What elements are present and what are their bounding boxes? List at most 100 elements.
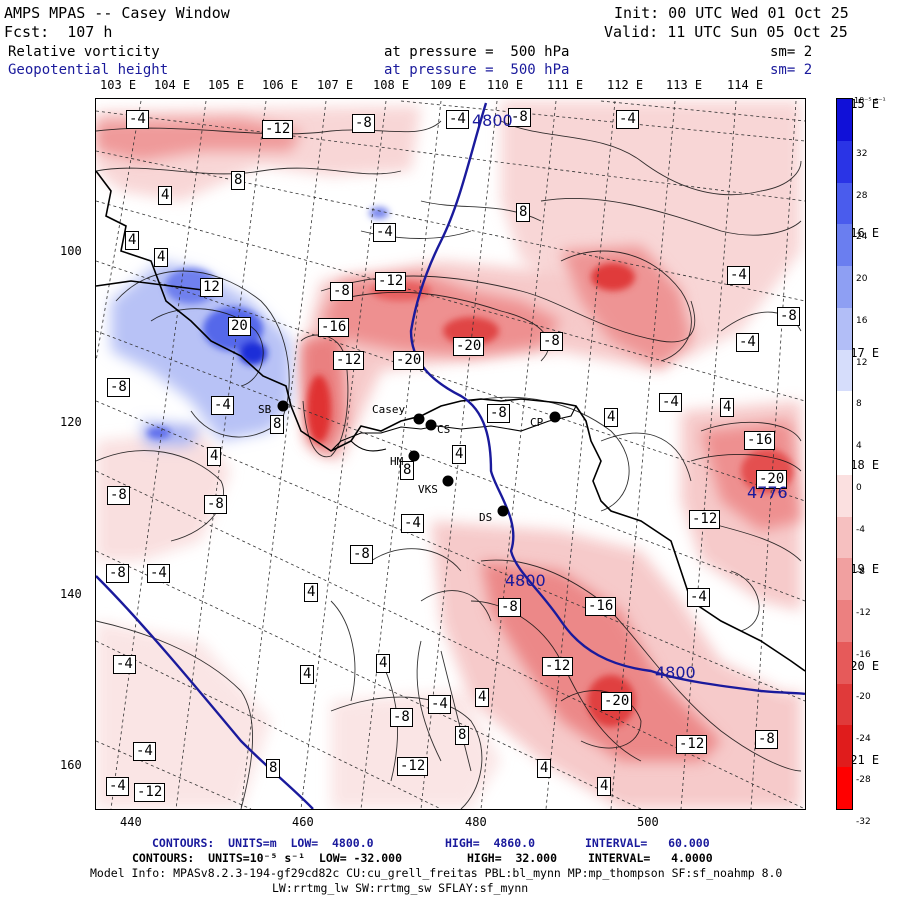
x-axis-label: 480 (465, 815, 487, 829)
contour-label: 20 (228, 317, 251, 336)
vorticity-contour-info: CONTOURS: UNITS=10⁻⁵ s⁻¹ LOW= -32.000 (132, 851, 403, 865)
y-axis-label: 120 (60, 415, 82, 429)
station-label: CP (530, 416, 544, 429)
x-axis-label: 440 (120, 815, 142, 829)
colorbar-tick-label: 20 (856, 274, 868, 285)
contour-label: -12 (134, 783, 166, 802)
colorbar-tick-label: -12 (856, 608, 871, 619)
y-axis-label: 140 (60, 587, 82, 601)
contour-label: -8 (107, 378, 130, 397)
lon-label: 111 E (547, 78, 584, 92)
contour-label: 12 (200, 278, 223, 297)
contour-label: 8 (455, 726, 470, 745)
contour-label: -4 (428, 695, 451, 714)
colorbar-tick-label: -20 (856, 691, 871, 702)
height-contour-high: HIGH= 4860.0 (445, 836, 536, 850)
contour-label: -12 (262, 120, 294, 139)
contour-label: 4 (376, 654, 391, 673)
colorbar-swatch (837, 433, 852, 476)
colorbar-tick-label: 12 (856, 357, 868, 368)
colorbar-swatch (837, 767, 852, 810)
contour-label: -8 (540, 332, 563, 351)
contour-label: 4 (154, 248, 169, 267)
contour-label: -12 (689, 510, 721, 529)
vorticity-contour-high: HIGH= 32.000 (467, 851, 558, 865)
lon-label: 108 E (373, 78, 410, 92)
height-label: 4776 (747, 483, 788, 502)
contour-label: -4 (373, 223, 396, 242)
lon-label: 107 E (317, 78, 354, 92)
contour-label: -8 (107, 486, 130, 505)
contour-label: -4 (106, 777, 129, 796)
lon-label: 110 E (487, 78, 524, 92)
contour-label: -8 (777, 307, 800, 326)
contour-label: 8 (516, 203, 531, 222)
field1-level: at pressure = 500 hPa (384, 44, 570, 60)
contour-label: -4 (147, 564, 170, 583)
contour-label: -4 (616, 110, 639, 129)
contour-label: -4 (401, 514, 424, 533)
field2-level: at pressure = 500 hPa (384, 62, 570, 78)
contour-label: -16 (744, 431, 776, 450)
lon-label: 106 E (262, 78, 299, 92)
colorbar-units: 10⁻⁵ s⁻¹ (854, 96, 886, 105)
contour-label: -4 (736, 333, 759, 352)
contour-label: 4 (537, 759, 552, 778)
init-time: Init: 00 UTC Wed 01 Oct 25 (614, 4, 849, 22)
colorbar-swatch (837, 474, 852, 518)
contour-label: -8 (508, 108, 531, 127)
colorbar-tick-label: -16 (856, 650, 871, 661)
colorbar-swatch (837, 182, 852, 225)
colorbar-tick-label: -4 (856, 524, 865, 535)
contour-label: -8 (106, 564, 129, 583)
colorbar-tick-label: -28 (856, 775, 871, 786)
contour-label: -12 (542, 657, 574, 676)
contour-label: -8 (390, 708, 413, 727)
contour-label: -4 (211, 396, 234, 415)
contour-label: 4 (452, 445, 467, 464)
contour-label: 8 (400, 461, 415, 480)
colorbar-swatch (837, 391, 852, 434)
contour-label: 4 (300, 665, 315, 684)
contour-label: -8 (755, 730, 778, 749)
contour-label: -4 (133, 742, 156, 761)
station-label: DS (479, 511, 493, 524)
colorbar-tick-label: 0 (856, 483, 862, 493)
colorbar-swatch (837, 224, 852, 267)
colorbar-swatch (837, 307, 852, 351)
colorbar-swatch (837, 600, 852, 643)
colorbar-swatch (837, 266, 852, 309)
valid-time: Valid: 11 UTC Sun 05 Oct 25 (604, 23, 848, 41)
contour-label: 4 (604, 408, 619, 427)
contour-label: -20 (601, 692, 633, 711)
height-label: 4800 (505, 571, 546, 590)
contour-label: 4 (720, 398, 735, 417)
colorbar-tick-label: -8 (856, 566, 865, 577)
height-label: 4800 (472, 111, 513, 130)
vorticity-contour-interval: INTERVAL= 4.0000 (588, 851, 713, 865)
colorbar-swatch (837, 683, 852, 726)
station-label: HM (390, 455, 404, 468)
lon-label: 103 E (100, 78, 137, 92)
contour-label: -4 (113, 655, 136, 674)
contour-label: -20 (756, 470, 788, 489)
colorbar-tick-label: 16 (856, 315, 868, 326)
contour-label: -12 (333, 351, 365, 370)
colorbar-tick-label: -24 (856, 733, 871, 744)
colorbar-swatch (837, 349, 852, 392)
station-label: CS (437, 423, 451, 436)
x-axis-label: 460 (292, 815, 314, 829)
colorbar-tick-label: 32 (856, 148, 868, 159)
station-label: Casey (372, 403, 406, 416)
colorbar-swatch (837, 725, 852, 768)
height-label: 4800 (655, 663, 696, 682)
map-title: AMPS MPAS -- Casey Window (4, 4, 230, 22)
colorbar-tick-label: 24 (856, 232, 868, 243)
contour-label: 4 (597, 777, 612, 796)
colorbar-tick-label: 8 (856, 399, 862, 410)
contour-label: 4 (125, 231, 140, 250)
station-label: SB (258, 403, 272, 416)
vorticity-map: -4 -12 -8 -4 -8 -4 4 8 4 -4 4 8 -8 -12 12 -16 -8 -4 20 -20 -… (95, 98, 806, 810)
field1-name: Relative vorticity (8, 44, 160, 60)
contour-label: 8 (270, 415, 285, 434)
